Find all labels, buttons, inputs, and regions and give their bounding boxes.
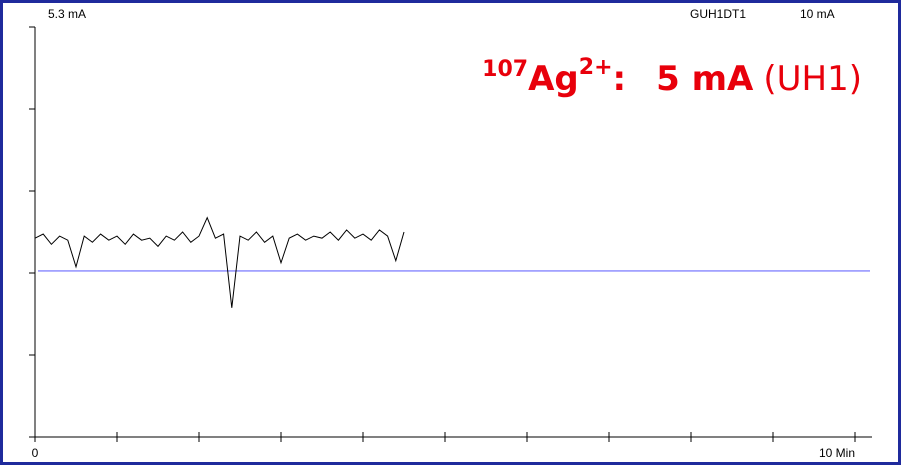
source: (UH1) <box>763 59 862 99</box>
element: Ag <box>528 59 579 99</box>
x-tick-label: 0 <box>32 446 39 460</box>
channel: GUH1DT1 <box>690 7 746 21</box>
full-scale: 10 mA <box>800 7 835 21</box>
current: 5 mA <box>656 59 754 99</box>
annotation: 107Ag2+: 5 mA (UH1) <box>482 55 862 99</box>
mass: 107 <box>482 57 528 82</box>
charge: 2+ <box>579 55 613 80</box>
x-tick-label: 10 Min <box>819 446 855 460</box>
reading: 5.3 mA <box>48 7 86 21</box>
separator: : <box>613 59 627 99</box>
signal-line <box>34 216 405 308</box>
